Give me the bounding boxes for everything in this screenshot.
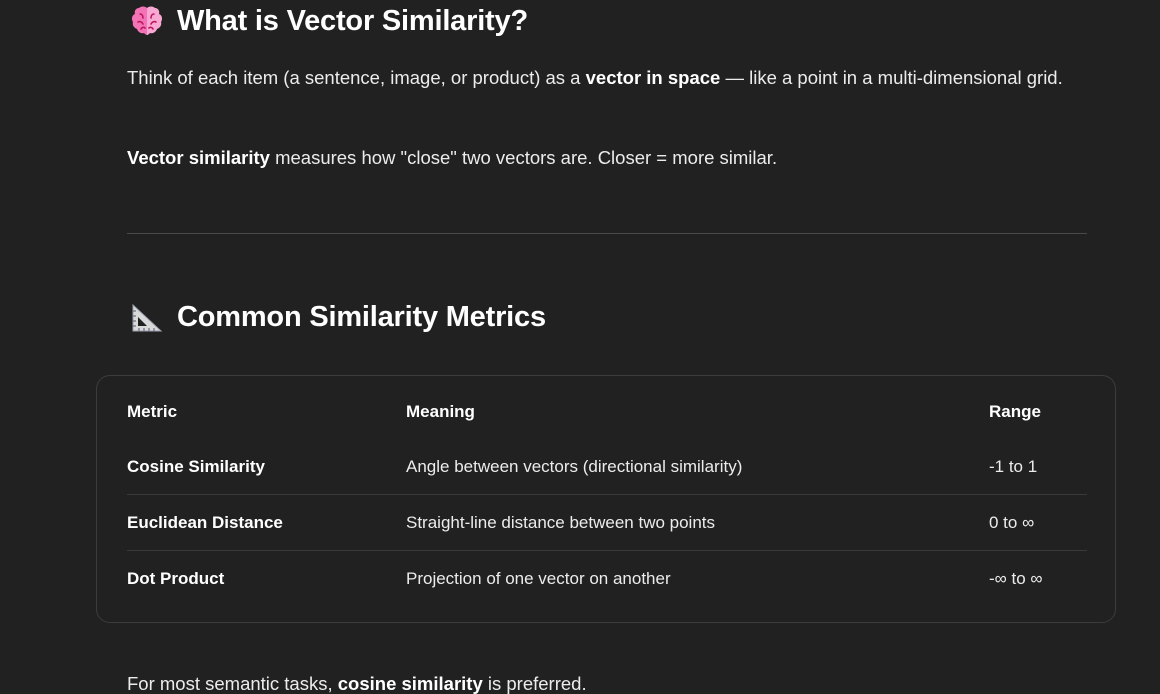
paragraph-text: For most semantic tasks,: [127, 673, 338, 694]
column-header-metric: Metric: [127, 401, 178, 421]
paragraph-text: measures how "close" two vectors are. Cl…: [269, 147, 778, 168]
cell-meaning: Straight-line distance between two point…: [406, 512, 716, 532]
paragraph-text: — like a point in a multi-dimensional gr…: [720, 67, 1063, 88]
bold-text: Vector similarity: [127, 147, 270, 168]
cell-metric: Dot Product: [127, 568, 225, 588]
paragraph-vector-similarity: Vector similarity measures how "close" t…: [127, 141, 1087, 175]
cell-metric: Euclidean Distance: [127, 512, 283, 532]
cell-range: 0 to ∞: [989, 512, 1035, 532]
table-header-row: Metric Meaning Range: [127, 384, 1087, 439]
triangular-ruler-emoji-icon: [129, 299, 165, 335]
section-heading-text: Common Similarity Metrics: [177, 300, 546, 333]
table-row: Dot Product Projection of one vector on …: [127, 551, 1087, 607]
cell-meaning: Projection of one vector on another: [406, 568, 671, 588]
cell-metric: Cosine Similarity: [127, 456, 265, 476]
section-heading-similarity-metrics: Common Similarity Metrics: [127, 298, 546, 336]
paragraph-text: is preferred.: [482, 673, 587, 694]
brain-emoji-icon: [129, 3, 165, 39]
metrics-table: Metric Meaning Range Cosine Similarity A…: [127, 384, 1087, 606]
paragraph-conclusion: For most semantic tasks, cosine similari…: [127, 667, 1087, 694]
cell-range: -1 to 1: [989, 456, 1038, 476]
bold-text: cosine similarity: [337, 673, 483, 694]
horizontal-divider: [127, 233, 1087, 234]
section-heading-text: What is Vector Similarity?: [177, 4, 528, 37]
column-header-range: Range: [989, 401, 1041, 421]
table-row: Euclidean Distance Straight-line distanc…: [127, 495, 1087, 551]
cell-meaning: Angle between vectors (directional simil…: [406, 456, 743, 476]
cell-range: -∞ to ∞: [989, 568, 1043, 588]
paragraph-vector-intro: Think of each item (a sentence, image, o…: [127, 61, 1087, 95]
column-header-meaning: Meaning: [406, 401, 475, 421]
bold-text: vector in space: [585, 67, 721, 88]
section-heading-vector-similarity: What is Vector Similarity?: [127, 2, 528, 40]
metrics-table-container: Metric Meaning Range Cosine Similarity A…: [96, 375, 1116, 623]
table-row: Cosine Similarity Angle between vectors …: [127, 439, 1087, 495]
paragraph-text: Think of each item (a sentence, image, o…: [127, 67, 586, 88]
